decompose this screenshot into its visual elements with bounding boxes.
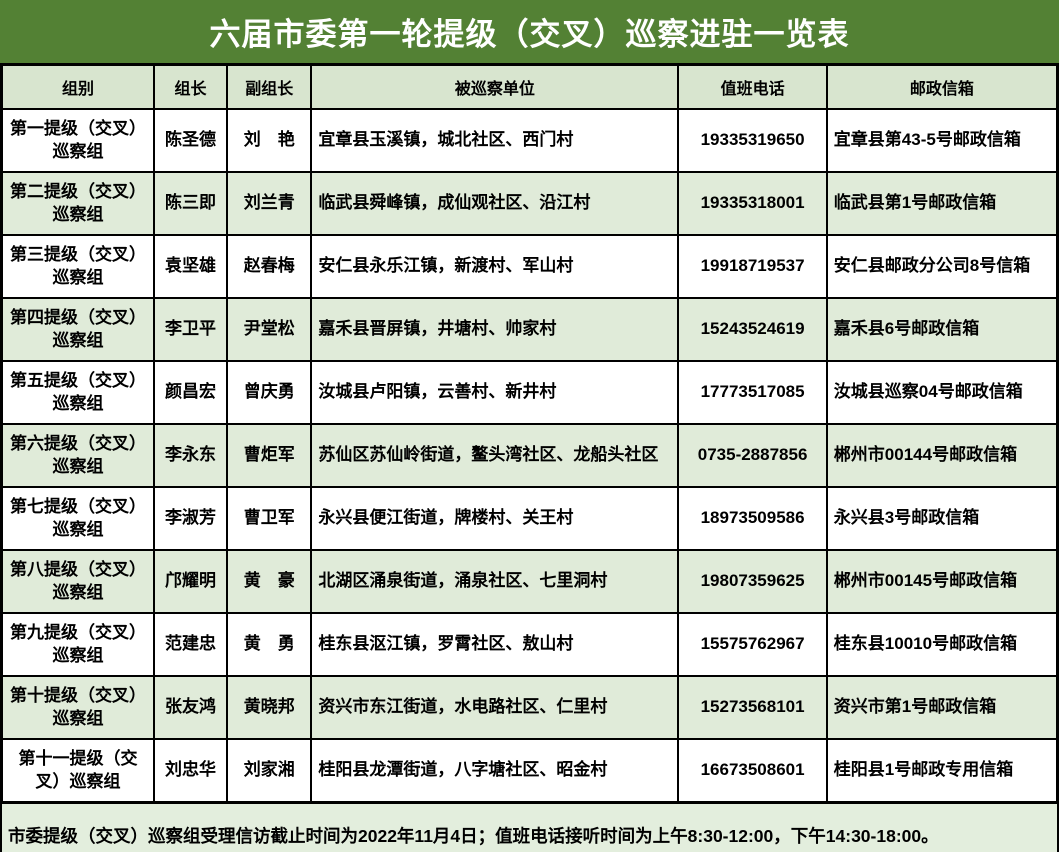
cell-group: 第八提级（交叉）巡察组 [0,549,155,614]
cell-mailbox: 永兴县3号邮政信箱 [825,486,1059,551]
cell-mailbox: 嘉禾县6号邮政信箱 [825,297,1059,362]
table-body: 第一提级（交叉）巡察组 陈圣德 刘 艳 宜章县玉溪镇，城北社区、西门村 1933… [0,108,1059,804]
cell-group: 第五提级（交叉）巡察组 [0,360,155,425]
cell-phone: 15575762967 [677,612,828,677]
cell-mailbox: 桂阳县1号邮政专用信箱 [825,738,1059,804]
cell-phone: 15243524619 [677,297,828,362]
cell-phone: 19335319650 [677,108,828,173]
cell-phone: 19918719537 [677,234,828,299]
cell-units: 嘉禾县晋屏镇，井塘村、帅家村 [310,297,680,362]
cell-units: 临武县舜峰镇，成仙观社区、沿江村 [310,171,680,236]
cell-phone: 0735-2887856 [677,423,828,488]
table-row: 第七提级（交叉）巡察组 李淑芳 曹卫军 永兴县便江街道，牌楼村、关王村 1897… [0,486,1059,551]
cell-leader: 陈三即 [152,171,229,236]
cell-group: 第六提级（交叉）巡察组 [0,423,155,488]
cell-units: 资兴市东江街道，水电路社区、仁里村 [310,675,680,740]
cell-leader: 李卫平 [152,297,229,362]
cell-mailbox: 宜章县第43-5号邮政信箱 [825,108,1059,173]
table-row: 第五提级（交叉）巡察组 颜昌宏 曾庆勇 汝城县卢阳镇，云善村、新井村 17773… [0,360,1059,425]
cell-deputy: 曹炬军 [226,423,313,488]
cell-units: 桂阳县龙潭街道，八字塘社区、昭金村 [310,738,680,804]
column-header: 邮政信箱 [825,63,1059,110]
cell-leader: 李淑芳 [152,486,229,551]
cell-deputy: 尹堂松 [226,297,313,362]
cell-phone: 19335318001 [677,171,828,236]
cell-units: 苏仙区苏仙岭街道，鳌头湾社区、龙船头社区 [310,423,680,488]
cell-deputy: 黄 勇 [226,612,313,677]
cell-leader: 范建忠 [152,612,229,677]
column-header: 组别 [0,63,155,110]
cell-group: 第七提级（交叉）巡察组 [0,486,155,551]
cell-leader: 张友鸿 [152,675,229,740]
column-header: 值班电话 [677,63,828,110]
table-row: 第三提级（交叉）巡察组 袁坚雄 赵春梅 安仁县永乐江镇，新渡村、军山村 1991… [0,234,1059,299]
table-row: 第九提级（交叉）巡察组 范建忠 黄 勇 桂东县沤江镇，罗霄社区、敖山村 1557… [0,612,1059,677]
cell-mailbox: 桂东县10010号邮政信箱 [825,612,1059,677]
cell-deputy: 刘兰青 [226,171,313,236]
table-row: 第四提级（交叉）巡察组 李卫平 尹堂松 嘉禾县晋屏镇，井塘村、帅家村 15243… [0,297,1059,362]
cell-units: 北湖区涌泉街道，涌泉社区、七里洞村 [310,549,680,614]
cell-phone: 18973509586 [677,486,828,551]
cell-deputy: 刘 艳 [226,108,313,173]
cell-group: 第十一提级（交叉）巡察组 [0,738,155,804]
cell-mailbox: 郴州市00144号邮政信箱 [825,423,1059,488]
cell-group: 第十提级（交叉）巡察组 [0,675,155,740]
cell-units: 汝城县卢阳镇，云善村、新井村 [310,360,680,425]
footer-note-band: 市委提级（交叉）巡察组受理信访截止时间为2022年11月4日；值班电话接听时间为… [0,804,1059,852]
cell-leader: 邝耀明 [152,549,229,614]
cell-units: 安仁县永乐江镇，新渡村、军山村 [310,234,680,299]
cell-deputy: 曾庆勇 [226,360,313,425]
inspection-roster-table: 组别 组长 副组长 被巡察单位 值班电话 邮政信箱 第一提级（交叉）巡察组 陈圣德 刘 艳… [0,63,1059,804]
cell-phone: 17773517085 [677,360,828,425]
cell-leader: 袁坚雄 [152,234,229,299]
cell-mailbox: 汝城县巡察04号邮政信箱 [825,360,1059,425]
cell-group: 第四提级（交叉）巡察组 [0,297,155,362]
table-header-row: 组别 组长 副组长 被巡察单位 值班电话 邮政信箱 [0,63,1059,110]
table-row: 第八提级（交叉）巡察组 邝耀明 黄 豪 北湖区涌泉街道，涌泉社区、七里洞村 19… [0,549,1059,614]
cell-group: 第九提级（交叉）巡察组 [0,612,155,677]
table-row: 第十一提级（交叉）巡察组 刘忠华 刘家湘 桂阳县龙潭街道，八字塘社区、昭金村 1… [0,738,1059,804]
table-row: 第十提级（交叉）巡察组 张友鸿 黄晓邦 资兴市东江街道，水电路社区、仁里村 15… [0,675,1059,740]
cell-leader: 颜昌宏 [152,360,229,425]
cell-deputy: 黄 豪 [226,549,313,614]
cell-group: 第三提级（交叉）巡察组 [0,234,155,299]
cell-leader: 李永东 [152,423,229,488]
cell-mailbox: 资兴市第1号邮政信箱 [825,675,1059,740]
cell-deputy: 赵春梅 [226,234,313,299]
cell-mailbox: 临武县第1号邮政信箱 [825,171,1059,236]
table-row: 第六提级（交叉）巡察组 李永东 曹炬军 苏仙区苏仙岭街道，鳌头湾社区、龙船头社区… [0,423,1059,488]
cell-units: 永兴县便江街道，牌楼村、关王村 [310,486,680,551]
title-bar: 六届市委第一轮提级（交叉）巡察进驻一览表 [0,0,1059,63]
cell-phone: 16673508601 [677,738,828,804]
cell-leader: 刘忠华 [152,738,229,804]
cell-group: 第二提级（交叉）巡察组 [0,171,155,236]
table-row: 第二提级（交叉）巡察组 陈三即 刘兰青 临武县舜峰镇，成仙观社区、沿江村 193… [0,171,1059,236]
page-title: 六届市委第一轮提级（交叉）巡察进驻一览表 [209,17,850,52]
footer-note: 市委提级（交叉）巡察组受理信访截止时间为2022年11月4日；值班电话接听时间为… [8,825,939,846]
cell-units: 桂东县沤江镇，罗霄社区、敖山村 [310,612,680,677]
cell-deputy: 刘家湘 [226,738,313,804]
cell-phone: 15273568101 [677,675,828,740]
cell-deputy: 曹卫军 [226,486,313,551]
cell-phone: 19807359625 [677,549,828,614]
column-header: 副组长 [226,63,313,110]
column-header: 组长 [152,63,229,110]
column-header: 被巡察单位 [310,63,680,110]
table-row: 第一提级（交叉）巡察组 陈圣德 刘 艳 宜章县玉溪镇，城北社区、西门村 1933… [0,108,1059,173]
cell-mailbox: 安仁县邮政分公司8号信箱 [825,234,1059,299]
cell-deputy: 黄晓邦 [226,675,313,740]
cell-mailbox: 郴州市00145号邮政信箱 [825,549,1059,614]
cell-leader: 陈圣德 [152,108,229,173]
cell-units: 宜章县玉溪镇，城北社区、西门村 [310,108,680,173]
cell-group: 第一提级（交叉）巡察组 [0,108,155,173]
